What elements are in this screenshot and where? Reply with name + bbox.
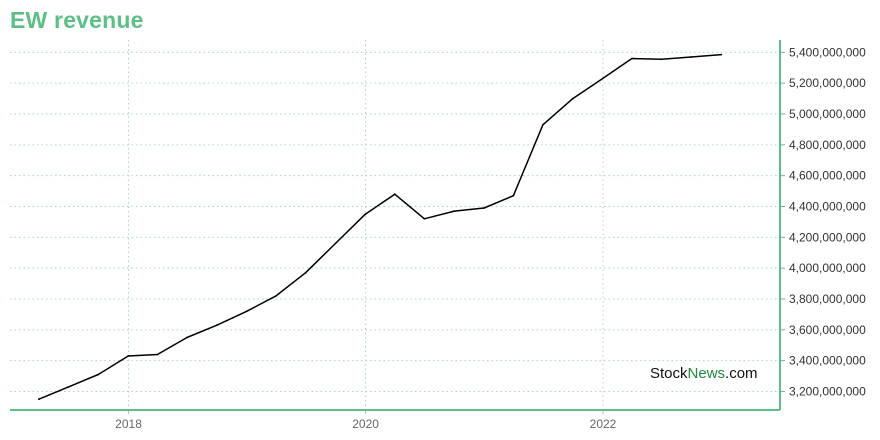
data-point <box>453 210 456 213</box>
chart-title: EW revenue <box>10 7 144 33</box>
data-point <box>364 213 367 216</box>
x-tick-label: 2018 <box>115 417 142 431</box>
y-tick-label: 5,200,000,000 <box>789 76 866 90</box>
series-layer <box>38 53 723 401</box>
x-tick-label: 2022 <box>590 417 617 431</box>
data-point <box>38 398 40 401</box>
data-point <box>97 373 100 376</box>
y-tick-label: 4,800,000,000 <box>789 138 866 152</box>
data-point <box>660 58 663 61</box>
data-point <box>304 271 307 274</box>
y-tick-label: 5,400,000,000 <box>789 45 866 59</box>
data-point <box>720 53 723 56</box>
y-tick-label: 4,200,000,000 <box>789 230 866 244</box>
data-point <box>186 336 188 339</box>
y-tick-label: 4,400,000,000 <box>789 200 866 214</box>
data-point <box>127 355 130 357</box>
revenue-line <box>38 53 722 400</box>
axes <box>10 40 785 414</box>
grid <box>10 40 780 410</box>
watermark-part-stock: Stock <box>650 365 688 382</box>
data-point <box>67 386 70 388</box>
y-tick-label: 3,600,000,000 <box>789 323 866 337</box>
y-tick-label: 4,600,000,000 <box>789 169 866 183</box>
data-point <box>423 217 426 220</box>
data-point <box>601 77 604 80</box>
stocknews-watermark: StockNews.com <box>650 365 758 382</box>
data-point <box>156 353 159 356</box>
data-point <box>571 97 574 100</box>
y-tick-label: 3,200,000,000 <box>789 385 866 399</box>
y-tick-label: 3,800,000,000 <box>789 292 866 306</box>
data-point <box>483 207 485 209</box>
y-tick-label: 5,000,000,000 <box>789 107 866 121</box>
data-point <box>690 56 693 58</box>
data-point <box>275 295 277 297</box>
y-tick-label: 3,400,000,000 <box>789 354 866 368</box>
tick-labels: 2018 2020 2022 3,200,000,000 3,400,000,000 3,… <box>115 45 866 431</box>
data-point <box>216 324 218 327</box>
x-tick-label: 2020 <box>352 417 379 431</box>
data-point <box>542 123 544 126</box>
data-point <box>334 242 337 245</box>
y-tick-label: 4,000,000,000 <box>789 261 866 275</box>
data-point <box>631 57 633 60</box>
watermark-part-news: News <box>687 365 726 382</box>
data-point <box>512 194 515 197</box>
watermark-part-com: .com <box>725 365 758 382</box>
data-point <box>393 193 396 196</box>
data-point <box>245 310 248 313</box>
